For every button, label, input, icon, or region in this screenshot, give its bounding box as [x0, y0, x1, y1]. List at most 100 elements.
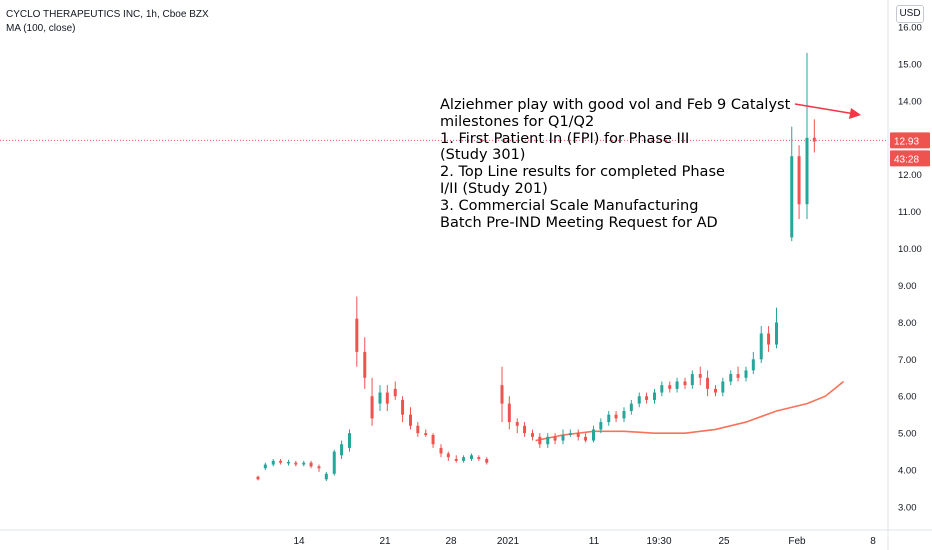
candle-up — [629, 403, 633, 411]
candle-up — [790, 156, 794, 238]
candle-down — [515, 422, 519, 426]
candle-down — [294, 462, 298, 465]
indicator-label: MA (100, close) — [6, 23, 76, 34]
candle-up — [462, 457, 466, 461]
candle-up — [592, 429, 595, 441]
candle-up — [653, 392, 656, 400]
candle-up — [324, 473, 328, 480]
candle-up — [660, 385, 664, 393]
annotation-line: 2. Top Line results for completed Phase — [440, 164, 725, 181]
annotation-line: milestones for Q1/Q2 — [440, 113, 595, 130]
candle-up — [332, 451, 336, 474]
annotation-line: I/II (Study 201) — [440, 180, 548, 197]
candle-up — [607, 414, 611, 423]
candle-down — [416, 425, 420, 434]
candle-down — [424, 433, 428, 435]
last-price-tag: 12.93 — [894, 136, 919, 147]
candle-up — [568, 433, 572, 435]
x-tick-label: 8 — [870, 536, 876, 547]
x-tick-label: 2021 — [497, 536, 520, 547]
x-tick-label: Feb — [788, 536, 806, 547]
annotation-line: Alziehmer play with good vol and Feb 9 C… — [440, 97, 791, 113]
candle-down — [668, 385, 672, 389]
candle-down — [485, 459, 489, 463]
candle-up — [340, 444, 344, 456]
y-tick-label: 3.00 — [898, 503, 917, 514]
y-tick-label: 10.00 — [898, 244, 922, 255]
y-tick-label: 12.00 — [898, 170, 922, 181]
y-tick-label: 4.00 — [898, 466, 917, 477]
x-tick-label: 25 — [718, 536, 730, 547]
candle-down — [523, 425, 527, 434]
y-tick-label: 15.00 — [898, 59, 922, 70]
candle-up — [348, 433, 351, 448]
annotation-text: Alziehmer play with good vol and Feb 9 C… — [440, 97, 790, 231]
annotation-arrow-head — [849, 108, 861, 119]
candle-up — [690, 374, 694, 386]
candle-up — [759, 333, 763, 360]
candle-down — [797, 156, 801, 205]
candle-down — [355, 318, 359, 352]
candle-up — [729, 374, 733, 382]
y-tick-label: 7.00 — [898, 355, 917, 366]
candle-up — [622, 411, 626, 419]
candle-up — [805, 137, 809, 205]
candle-up — [744, 370, 748, 378]
candle-down — [614, 414, 618, 419]
y-tick-label: 11.00 — [898, 207, 921, 218]
candle-up — [378, 392, 382, 404]
annotation-line: 3. Commercial Scale Manufacturing — [440, 197, 699, 214]
candle-down — [439, 447, 443, 454]
x-tick-label: 19:30 — [646, 536, 671, 547]
y-tick-label: 8.00 — [898, 318, 917, 329]
candle-up — [546, 436, 550, 445]
candle-down — [385, 392, 389, 404]
candle-up — [561, 435, 565, 441]
candle-up — [271, 460, 275, 465]
candle-down — [706, 377, 710, 389]
annotation-line: Batch Pre-IND Meeting Request for AD — [440, 214, 718, 231]
countdown-tag: 43:28 — [894, 154, 919, 165]
candle-up — [470, 455, 473, 459]
annotation-line: (Study 301) — [440, 147, 526, 164]
ma-series-line — [535, 380, 845, 442]
candle-down — [363, 351, 367, 378]
candle-up — [775, 322, 778, 345]
candle-down — [507, 403, 511, 423]
y-tick-label: 14.00 — [898, 96, 922, 107]
candle-down — [714, 388, 717, 393]
candle-down — [736, 374, 740, 378]
candle-up — [263, 464, 267, 469]
last-price-tag-bg — [890, 132, 930, 149]
countdown-tag-bg — [890, 150, 930, 167]
x-tick-label: 11 — [589, 536, 600, 547]
y-tick-label: 6.00 — [898, 392, 917, 403]
candle-down — [256, 476, 260, 480]
candle-down — [683, 381, 687, 386]
x-tick-label: 28 — [445, 536, 457, 547]
candle-up — [675, 381, 679, 389]
currency-button[interactable]: USD — [896, 5, 924, 23]
candle-down — [317, 466, 321, 469]
y-tick-label: 5.00 — [898, 429, 917, 440]
candle-down — [370, 396, 374, 419]
candle-up — [637, 396, 641, 404]
candle-down — [538, 436, 542, 445]
candle-down — [553, 436, 557, 441]
candle-down — [645, 396, 649, 400]
candle-down — [279, 460, 283, 463]
candle-down — [812, 137, 816, 142]
candle-down — [431, 435, 435, 445]
y-tick-label: 9.00 — [898, 281, 917, 292]
candle-down — [767, 333, 771, 345]
y-tick-label: 16.00 — [898, 23, 922, 34]
candle-up — [599, 422, 603, 430]
candle-down — [576, 433, 580, 437]
candle-down — [401, 399, 405, 415]
candle-down — [446, 453, 450, 458]
symbol-title: CYCLO THERAPEUTICS INC, 1h, Cboe BZX — [6, 9, 209, 20]
candle-down — [454, 459, 458, 461]
candle-down — [500, 385, 504, 404]
